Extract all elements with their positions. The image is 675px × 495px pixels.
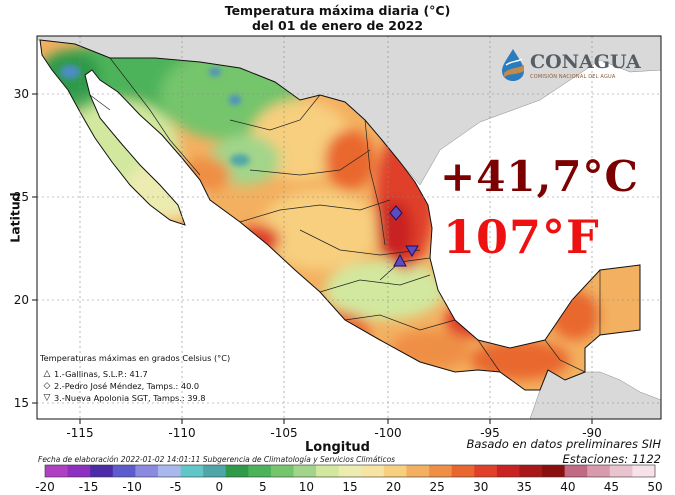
- legend-symbol: ◇: [43, 381, 51, 391]
- colorbar-label: 0: [215, 480, 224, 494]
- credit-text: Fecha de elaboración 2022-01-02 14:01:11…: [38, 455, 396, 464]
- colorbar-swatch: [45, 465, 69, 477]
- colorbar-swatch: [609, 465, 633, 477]
- colorbar-swatch: [429, 465, 453, 477]
- colorbar-label: -15: [78, 480, 99, 494]
- gridlines: [37, 36, 661, 419]
- colorbar-swatch: [406, 465, 430, 477]
- colorbar-label: 50: [647, 480, 663, 494]
- x-tick-label: -110: [168, 426, 195, 440]
- colorbar-swatch: [383, 465, 407, 477]
- colorbar-label: 40: [560, 480, 576, 494]
- colorbar-swatch: [632, 465, 656, 477]
- colorbar-swatch: [542, 465, 566, 477]
- station-3-inverted-triangle: [405, 245, 419, 257]
- colorbar-swatch: [112, 465, 136, 477]
- conagua-logo: CONAGUA COMISIÓN NACIONAL DEL AGUA: [498, 47, 643, 87]
- mexico-outline: [39, 39, 641, 391]
- colorbar-swatch: [248, 465, 272, 477]
- colorbar-swatch: [361, 465, 385, 477]
- note-line-1: Basado en datos preliminares SIH: [466, 437, 661, 451]
- legend-text: 3.-Nueva Apolonia SGT, Tamps.: 39.8: [54, 393, 206, 403]
- colorbar-label: 15: [342, 480, 358, 494]
- colorbar-frame: [44, 464, 656, 478]
- station-legend: Temperaturas máximas en grados Celsius (…: [40, 352, 230, 404]
- colorbar-label: 5: [259, 480, 267, 494]
- colorbar-swatch: [316, 465, 340, 477]
- colorbar-label: -20: [35, 480, 55, 494]
- legend-row: ▽ 3.-Nueva Apolonia SGT, Tamps.: 39.8: [40, 392, 230, 404]
- colorbar-swatch: [519, 465, 543, 477]
- title-line-1: Temperatura máxima diaria (°C): [224, 3, 451, 18]
- y-tick-label: 25: [14, 190, 29, 204]
- colorbar-swatch: [270, 465, 295, 477]
- y-tick-label: 20: [14, 293, 29, 307]
- legend-symbol: △: [43, 369, 51, 379]
- colorbar-label: 25: [429, 480, 445, 494]
- title-line-2: del 01 de enero de 2022: [251, 18, 424, 33]
- legend-row: ◇ 2.-Pedro José Méndez, Tamps.: 40.0: [40, 380, 230, 392]
- map-frame: [36, 35, 662, 420]
- colorbar: [44, 464, 656, 478]
- colorbar-swatch: [157, 465, 182, 477]
- logo-name: CONAGUA: [530, 51, 641, 73]
- legend-text: 1.-Gallinas, S.L.P.: 41.7: [54, 369, 148, 379]
- legend-title: Temperaturas máximas en grados Celsius (…: [40, 353, 231, 363]
- station-2-diamond: [389, 205, 403, 221]
- legend-text: 2.-Pedro José Méndez, Tamps.: 40.0: [54, 381, 200, 391]
- station-1-triangle: [393, 253, 407, 267]
- station-markers: [389, 205, 419, 267]
- x-tick-label: -95: [480, 426, 500, 440]
- colorbar-swatch: [338, 465, 362, 477]
- colorbar-label: 30: [473, 480, 489, 494]
- colorbar-label: -5: [169, 480, 182, 494]
- data-note: Basado en datos preliminares SIH Estacio…: [466, 437, 661, 467]
- x-tick-label: -105: [270, 426, 297, 440]
- colorbar-swatch: [474, 465, 498, 477]
- colorbar-label: 45: [603, 480, 620, 494]
- max-temperature-fahrenheit: 107°F: [443, 210, 600, 264]
- colorbar-swatch: [496, 465, 520, 477]
- legend-row: △ 1.-Gallinas, S.L.P.: 41.7: [40, 368, 230, 380]
- max-temperature-celsius: +41,7°C: [440, 152, 639, 201]
- colorbar-swatch: [90, 465, 114, 477]
- colorbar-label: -10: [122, 480, 142, 494]
- colorbar-swatch: [203, 465, 227, 477]
- y-axis-label: Latitud: [7, 192, 23, 243]
- colorbar-swatch: [180, 465, 204, 477]
- x-tick-label: -100: [374, 426, 401, 440]
- colorbar-swatch: [135, 465, 159, 477]
- colorbar-swatch: [293, 465, 317, 477]
- y-tick-label: 30: [14, 87, 29, 101]
- legend-symbol: ▽: [43, 393, 51, 403]
- colorbar-swatch: [451, 465, 475, 477]
- water-drop-icon: [502, 49, 524, 81]
- x-tick-label: -115: [66, 426, 93, 440]
- logo-subtitle: COMISIÓN NACIONAL DEL AGUA: [530, 74, 616, 80]
- note-line-2: Estaciones: 1122: [562, 452, 661, 466]
- y-tick-label: 15: [14, 396, 29, 410]
- colorbar-swatch: [587, 465, 611, 477]
- x-axis-label: Longitud: [304, 440, 370, 455]
- x-tick-label: -90: [582, 426, 602, 440]
- colorbar-swatch: [225, 465, 249, 477]
- colorbar-label: 20: [385, 480, 402, 494]
- colorbar-labels: -20 -15 -10 -5 0 5 10 15 20 25 30 35 40 45 50: [0, 480, 675, 494]
- colorbar-label: 10: [298, 480, 315, 494]
- colorbar-label: 35: [516, 480, 532, 494]
- colorbar-swatch: [564, 465, 588, 477]
- colorbar-swatch: [67, 465, 91, 477]
- chart-title: Temperatura máxima diaria (°C) del 01 de…: [0, 3, 675, 33]
